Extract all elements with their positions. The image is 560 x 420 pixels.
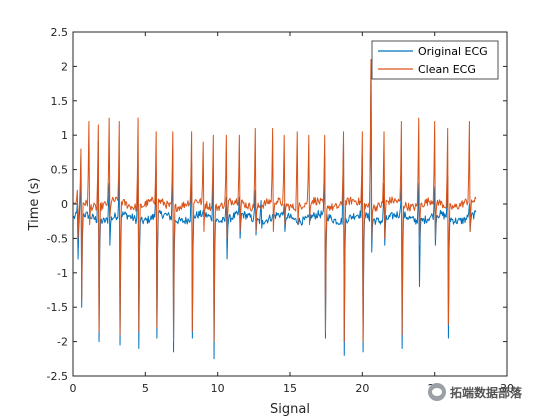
- y-tick-label: 1: [61, 129, 68, 142]
- y-tick-label: -0.5: [47, 232, 68, 245]
- y-tick-label: 1.5: [51, 95, 69, 108]
- x-axis-label: Signal: [270, 402, 310, 417]
- series-line-original-ecg: [73, 59, 477, 360]
- legend: Original ECG Clean ECG: [371, 40, 499, 80]
- watermark: 拓端数据部落: [428, 383, 522, 401]
- y-tick-label: 0: [61, 198, 68, 211]
- series-layer: [73, 59, 477, 360]
- y-tick-label: 2: [61, 60, 68, 73]
- y-tick-label: -2: [57, 336, 68, 349]
- legend-box: [371, 40, 499, 80]
- x-tick-label: 10: [211, 382, 225, 395]
- x-tick-label: 15: [283, 382, 297, 395]
- watermark-text: 拓端数据部落: [450, 385, 523, 400]
- x-tick-label: 0: [70, 382, 77, 395]
- x-tick-label: 30: [500, 382, 514, 395]
- y-tick-label: -1: [57, 267, 68, 280]
- legend-label-clean: Clean ECG: [418, 63, 476, 76]
- y-tick-label: -1.5: [47, 301, 68, 314]
- legend-label-original: Original ECG: [418, 45, 488, 58]
- y-axis-ticks: -2.5 -2 -1.5 -1 -0.5 0 0.5 1 1.5 2 2.5: [47, 26, 507, 383]
- series-line-clean-ecg: [73, 59, 477, 343]
- y-tick-label: -2.5: [47, 370, 68, 383]
- x-axis-ticks: 051015202530: [70, 32, 514, 395]
- y-tick-label: 2.5: [51, 26, 69, 39]
- x-tick-label: 5: [142, 382, 149, 395]
- y-tick-label: 0.5: [51, 164, 69, 177]
- y-axis-label: Time (s): [27, 178, 42, 232]
- wechat-icon: [428, 383, 446, 401]
- x-tick-label: 20: [355, 382, 369, 395]
